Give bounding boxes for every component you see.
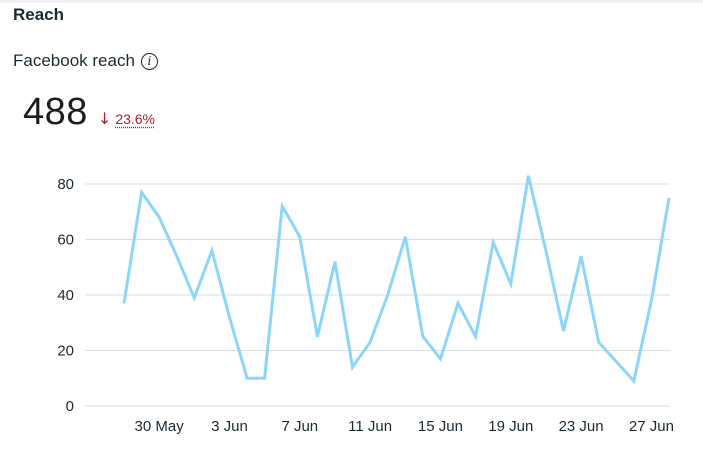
info-icon[interactable]: i — [140, 52, 158, 70]
data-point — [492, 241, 495, 244]
data-point — [421, 335, 424, 338]
data-point — [316, 335, 319, 338]
data-point — [544, 249, 547, 252]
x-tick-label: 27 Jun — [629, 418, 674, 435]
change-indicator[interactable]: ↓ 23.6% — [98, 109, 155, 128]
data-point — [632, 380, 635, 383]
data-point — [210, 249, 213, 252]
x-tick-label: 15 Jun — [418, 418, 463, 435]
data-point — [668, 196, 671, 199]
data-point — [281, 205, 284, 208]
y-tick-label: 60 — [57, 232, 74, 249]
x-tick-label: 11 Jun — [348, 418, 392, 435]
data-point — [509, 282, 512, 285]
data-point — [650, 299, 653, 302]
data-point — [158, 216, 161, 219]
data-point — [404, 235, 407, 238]
series-line-0 — [122, 175, 671, 385]
x-tick-label: 30 May — [135, 418, 185, 435]
arrow-down-icon: ↓ — [97, 109, 112, 128]
y-tick-label: 80 — [57, 176, 74, 193]
x-tick-label: 7 Jun — [281, 418, 318, 435]
data-point — [263, 377, 266, 380]
data-point — [597, 341, 600, 344]
section-title: Reach — [13, 5, 65, 24]
y-tick-label: 0 — [66, 398, 74, 415]
metric-label: Facebook reach — [13, 51, 135, 70]
metric-summary: 488 ↓ 23.6% — [23, 91, 155, 134]
data-point — [457, 302, 460, 305]
data-point — [527, 174, 530, 177]
data-point — [562, 330, 565, 333]
top-divider-strip — [0, 0, 703, 3]
data-point — [298, 235, 301, 238]
data-point — [615, 360, 618, 363]
data-point — [140, 191, 143, 194]
data-point — [228, 316, 231, 319]
data-point — [386, 294, 389, 297]
x-tick-label: 19 Jun — [488, 418, 533, 435]
x-tick-label: 23 Jun — [559, 418, 604, 435]
data-point — [580, 255, 583, 258]
y-tick-label: 40 — [57, 287, 74, 304]
y-tick-label: 20 — [57, 343, 74, 360]
x-tick-label: 3 Jun — [211, 418, 248, 435]
data-point — [439, 357, 442, 360]
data-point — [334, 260, 337, 263]
data-point — [369, 341, 372, 344]
metric-value: 488 — [23, 91, 88, 133]
data-point — [193, 296, 196, 299]
data-point — [175, 255, 178, 258]
data-point — [474, 335, 477, 338]
data-point — [246, 377, 249, 380]
metric-header: Facebook reach i — [13, 51, 158, 71]
data-point — [123, 302, 126, 305]
change-percent: 23.6% — [115, 111, 156, 127]
data-point — [351, 366, 354, 369]
